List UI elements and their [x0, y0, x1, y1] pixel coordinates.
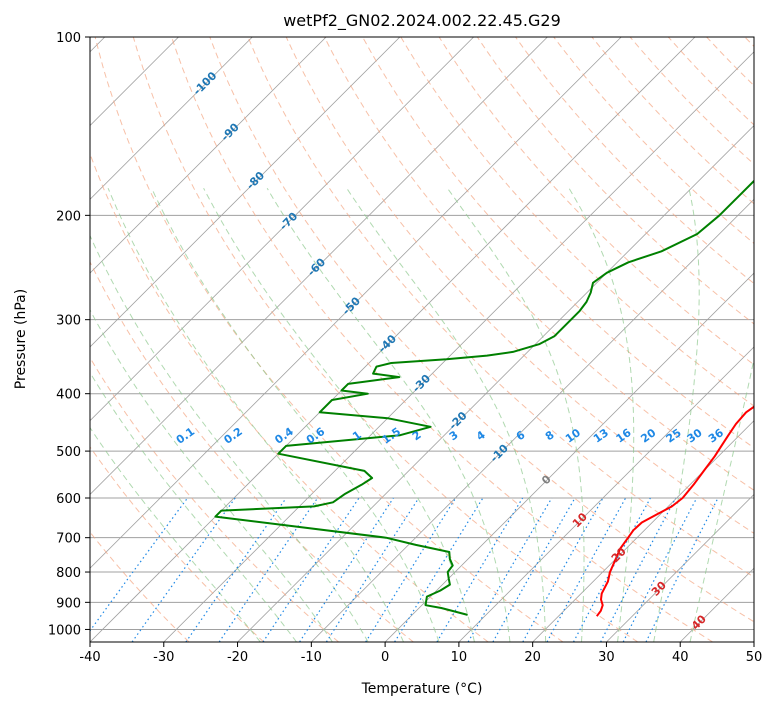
- dry-adiabat-line: [90, 446, 265, 642]
- x-tick-label: -20: [227, 650, 248, 665]
- isotherm-line: [90, 37, 327, 274]
- x-tick-label: 50: [746, 650, 763, 665]
- reference-lines-layer: [90, 37, 754, 642]
- mixing-ratio-line: [325, 497, 420, 642]
- dry-adiabat-line: [400, 37, 754, 407]
- y-tick-label: 800: [56, 566, 81, 581]
- isotherm-line: [90, 37, 401, 348]
- x-tick-label: 30: [598, 650, 615, 665]
- mixing-ratio-line: [546, 497, 627, 642]
- isotherm-line: [90, 37, 548, 496]
- moist-adiabat-line: [107, 188, 405, 642]
- mixing-ratio-line: [467, 497, 553, 642]
- isotherm-line: [90, 37, 474, 422]
- dry-adiabat-line: [132, 37, 639, 642]
- axis-ticks-layer: -40 -30 -20 -10 0 10 20 30 40 50 100 200 300 400 500 60…: [48, 31, 762, 665]
- moist-adiabat-line: [266, 187, 511, 642]
- x-tick-label: 10: [451, 650, 468, 665]
- x-tick-label: 20: [524, 650, 541, 665]
- moist-adiabat-line: [151, 187, 440, 642]
- dry-adiabat-line: [515, 37, 754, 285]
- moist-adiabat-line: [90, 308, 333, 642]
- isotherm-line: [90, 37, 253, 200]
- isotherm-line: [532, 420, 754, 642]
- grid-layer: [90, 37, 754, 642]
- moist-adiabat-line: [653, 188, 700, 642]
- moist-adiabat-line: [689, 356, 754, 642]
- dry-adiabat-line: [323, 37, 754, 491]
- x-tick-label: 0: [381, 650, 389, 665]
- x-tick-label: -30: [153, 650, 174, 665]
- mixing-ratio-line: [299, 497, 394, 642]
- dry-adiabat-line: [247, 37, 754, 578]
- x-tick-label: -40: [79, 650, 100, 665]
- y-tick-label: 500: [56, 445, 81, 460]
- mixing-ratio-line: [90, 497, 188, 632]
- chart-title: wetPf2_GN02.2024.002.22.45.G29: [283, 11, 561, 31]
- isotherm-line: [384, 272, 754, 642]
- dewpoint-profile-line: [214, 179, 754, 616]
- isotherm-line: [163, 51, 754, 642]
- plot-frame: [89, 36, 755, 643]
- mixing-ratio-line: [365, 497, 457, 642]
- isotherm-line: [237, 124, 754, 642]
- x-tick-label: -10: [301, 650, 322, 665]
- mixing-ratio-line: [492, 497, 576, 642]
- y-tick-label: 100: [56, 31, 81, 46]
- isotherm-line: [606, 493, 754, 642]
- mixing-ratio-line: [218, 497, 319, 642]
- y-tick-label: 900: [56, 596, 81, 611]
- x-axis-label: Temperature (°C): [361, 681, 483, 697]
- mixing-ratio-line: [600, 497, 677, 642]
- x-tick-label: 40: [672, 650, 689, 665]
- mixing-ratio-line: [436, 497, 524, 642]
- mixing-ratio-line: [262, 497, 360, 642]
- y-tick-label: 600: [56, 492, 81, 507]
- y-axis-label: Pressure (hPa): [13, 289, 29, 389]
- dry-adiabat-line: [90, 260, 414, 642]
- profile-lines-layer: [214, 179, 754, 617]
- dry-adiabat-line: [94, 37, 564, 642]
- mixing-ratio-line: [522, 497, 604, 642]
- moist-adiabat-line: [203, 187, 475, 642]
- mixing-ratio-line: [394, 497, 484, 642]
- y-tick-label: 1000: [48, 623, 81, 638]
- y-tick-label: 400: [56, 388, 81, 403]
- dry-adiabat-line: [629, 37, 754, 165]
- y-tick-label: 200: [56, 209, 81, 224]
- dry-adiabat-line: [438, 37, 754, 366]
- isotherm-line: [458, 346, 754, 642]
- y-tick-label: 700: [56, 532, 81, 547]
- moist-adiabat-line: [568, 187, 635, 642]
- moist-adiabat-line: [90, 234, 369, 642]
- isotherm-line: [90, 37, 696, 642]
- temperature-profile-line: [595, 405, 754, 617]
- moist-adiabat-line: [346, 187, 547, 642]
- y-tick-label: 300: [56, 314, 81, 329]
- isotherm-line: [90, 37, 622, 569]
- dry-adiabat-line: [362, 37, 754, 449]
- dry-adiabat-line: [209, 37, 754, 623]
